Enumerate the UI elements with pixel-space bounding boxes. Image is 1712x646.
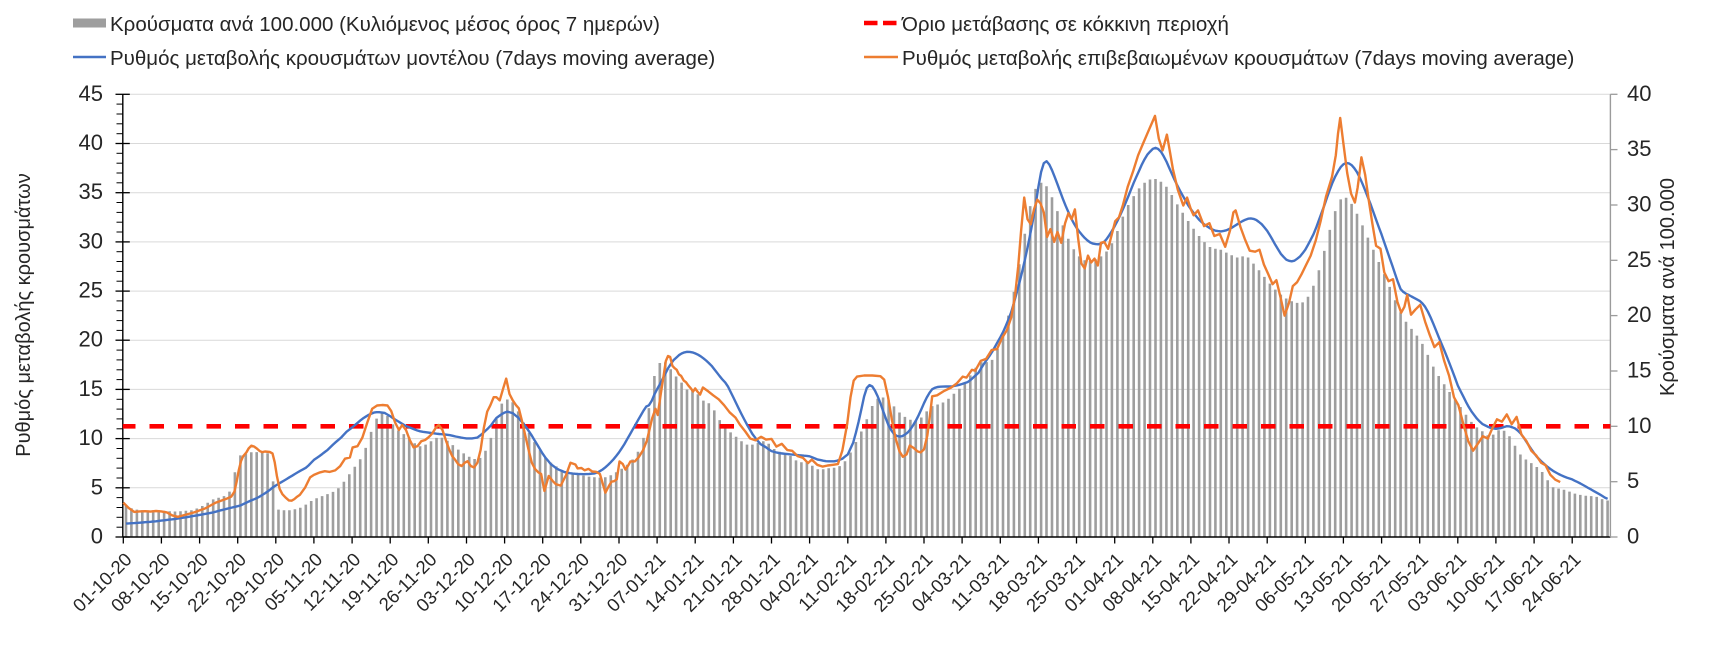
svg-text:Ρυθμός μεταβολής επιβεβαιωμένω: Ρυθμός μεταβολής επιβεβαιωμένων κρουσμάτ… (902, 47, 1574, 70)
svg-text:25: 25 (1627, 247, 1651, 272)
svg-text:Κρούσματα ανά 100.000 (Κυλιόμε: Κρούσματα ανά 100.000 (Κυλιόμενος μέσος … (110, 13, 660, 36)
svg-text:40: 40 (79, 130, 103, 155)
svg-text:40: 40 (1627, 81, 1651, 106)
svg-text:30: 30 (1627, 192, 1651, 217)
svg-text:20: 20 (79, 327, 103, 352)
svg-text:Κρούσματα ανά 100.000: Κρούσματα ανά 100.000 (1657, 178, 1679, 396)
svg-text:10: 10 (1627, 413, 1651, 438)
svg-text:Ρυθμός μεταβολής κρουσμάτων μο: Ρυθμός μεταβολής κρουσμάτων μοντέλου (7d… (110, 47, 715, 70)
svg-text:20: 20 (1627, 302, 1651, 327)
svg-text:10: 10 (79, 425, 103, 450)
svg-text:35: 35 (79, 179, 103, 204)
svg-text:Ρυθμός μεταβολής κρουσμάτων: Ρυθμός μεταβολής κρουσμάτων (13, 173, 35, 457)
svg-text:0: 0 (91, 524, 103, 549)
svg-text:25: 25 (79, 278, 103, 303)
svg-text:45: 45 (79, 81, 103, 106)
svg-text:15: 15 (1627, 358, 1651, 383)
svg-text:5: 5 (91, 474, 103, 499)
svg-text:0: 0 (1627, 524, 1639, 549)
svg-text:Όριο μετάβασης σε κόκκινη περι: Όριο μετάβασης σε κόκκινη περιοχή (901, 13, 1229, 36)
svg-text:30: 30 (79, 228, 103, 253)
svg-text:15: 15 (79, 376, 103, 401)
svg-text:35: 35 (1627, 136, 1651, 161)
svg-text:5: 5 (1627, 468, 1639, 493)
